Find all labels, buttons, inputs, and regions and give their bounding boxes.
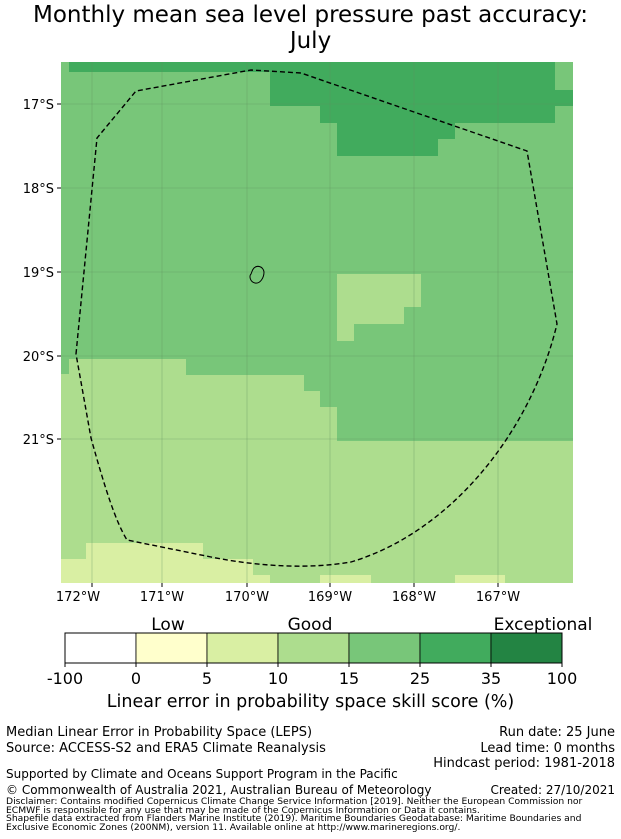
footer-method: Median Linear Error in Probability Space… (6, 725, 313, 740)
lat-label-21s: 21°S (23, 433, 54, 448)
region-5-10-patch-b (455, 575, 505, 583)
lon-label-170w: 170°W (225, 590, 269, 605)
region-5-10-patch-a (320, 575, 371, 583)
graticule (61, 62, 573, 583)
colorbar-tick-label-2: 5 (202, 669, 212, 688)
eez-boundary (75, 69, 558, 567)
region-5-10-south (61, 543, 270, 583)
colorbar-caption: Linear error in probability space skill … (106, 692, 515, 712)
lat-label-17s: 17°S (23, 98, 54, 113)
footer-copyright: © Commonwealth of Australia 2021, Austra… (6, 783, 432, 797)
colorbar-segment-6 (490, 632, 563, 664)
chart-title: Monthly mean sea level pressure past acc… (0, 2, 621, 54)
region-25-35-top-strip (69, 62, 555, 72)
colorbar-segments (64, 632, 563, 664)
lat-label-18s: 18°S (23, 182, 54, 197)
lon-label-171w: 171°W (140, 590, 184, 605)
colorbar-segment-4 (348, 632, 421, 664)
footer-shapefile-1: Shapefile data extracted from Flanders M… (6, 813, 582, 824)
lat-label-19s: 19°S (23, 266, 54, 281)
lon-label-167w: 167°W (476, 590, 520, 605)
colorbar-segment-2 (206, 632, 279, 664)
title-line-2: July (289, 28, 332, 54)
colorbar-tick-label-5: 25 (410, 669, 430, 688)
lon-ticks: 172°W 171°W 170°W 169°W 168°W 167°W (56, 583, 520, 605)
footer-run-date: Run date: 25 June (499, 725, 615, 740)
footer-created: Created: 27/10/2021 (490, 783, 615, 797)
category-exceptional: Exceptional (494, 615, 593, 635)
lat-ticks: 17°S 18°S 19°S 20°S 21°S (23, 98, 61, 448)
category-good: Good (288, 615, 333, 635)
footer-hindcast: Hindcast period: 1981-2018 (433, 756, 615, 771)
category-low: Low (151, 615, 185, 635)
footer-disclaimer-1: Disclaimer: Contains modified Copernicus… (6, 796, 583, 807)
colorbar-segment-5 (419, 632, 492, 664)
colorbar-segment-3 (277, 632, 350, 664)
lat-label-20s: 20°S (23, 350, 54, 365)
colorbar-ticks: -100 0 5 10 15 25 35 100 (47, 663, 577, 688)
colorbar-tick-label-7: 100 (547, 669, 578, 688)
skill-map: 17°S 18°S 19°S 20°S 21°S 172°W 171°W 170… (23, 62, 573, 605)
title-line-1: Monthly mean sea level pressure past acc… (33, 2, 588, 28)
island-outline (249, 265, 265, 284)
colorbar-tick-label-4: 15 (339, 669, 359, 688)
footer-lead-time: Lead time: 0 months (480, 741, 615, 756)
colorbar-frame (64, 632, 563, 664)
colorbar-tick-label-0: -100 (47, 669, 83, 688)
colorbar-segment-1 (135, 632, 208, 664)
region-10-15-central (337, 274, 421, 341)
footer-shapefile-2: Exclusive Economic Zones (200NM), versio… (6, 822, 461, 833)
colorbar-segment-0 (64, 632, 137, 664)
footer-support: Supported by Climate and Oceans Support … (6, 767, 398, 781)
colorbar-tick-label-6: 35 (481, 669, 501, 688)
region-10-15-south (61, 359, 573, 583)
lon-label-169w: 169°W (308, 590, 352, 605)
footer-disclaimer-2: ECMWF is responsible for any use that ma… (6, 805, 480, 816)
colorbar: Low Good Exceptional -100 0 5 10 15 25 35 100 (47, 615, 593, 688)
lon-label-172w: 172°W (56, 590, 100, 605)
colorbar-tick-label-1: 0 (131, 669, 141, 688)
colorbar-tick-label-3: 10 (268, 669, 288, 688)
lon-label-168w: 168°W (392, 590, 436, 605)
footer-source: Source: ACCESS-S2 and ERA5 Climate Reana… (6, 741, 326, 756)
